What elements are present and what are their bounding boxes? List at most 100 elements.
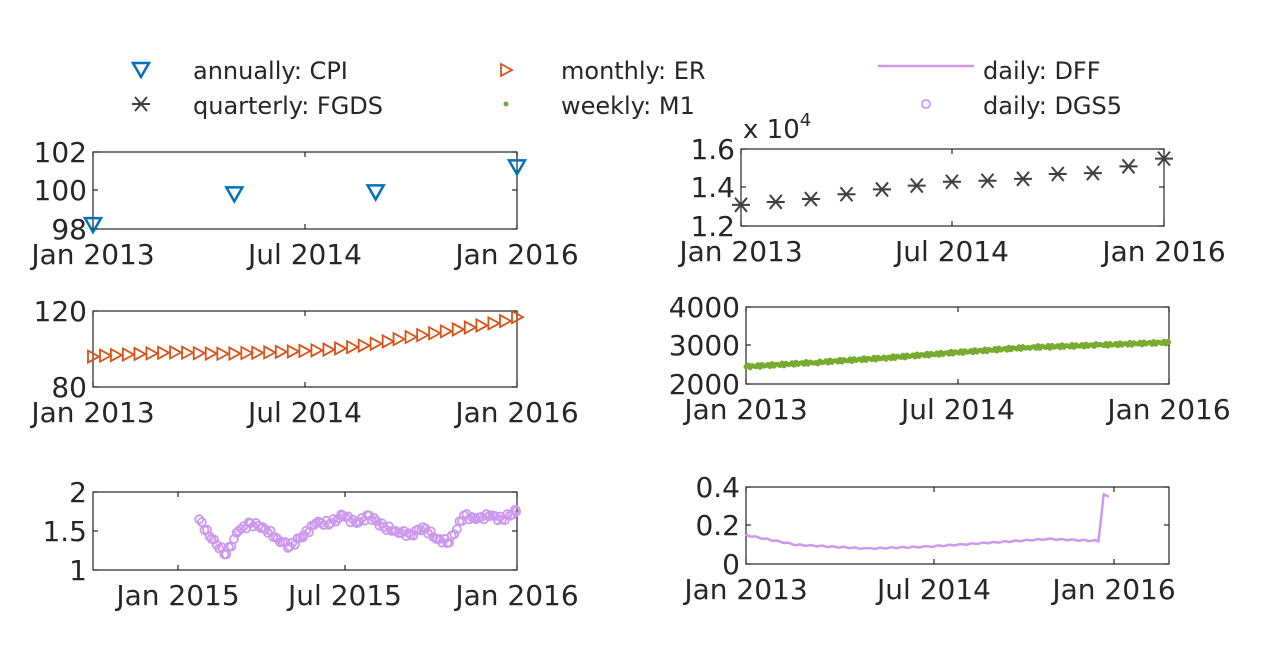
y-tick-label: 102 (34, 136, 87, 169)
x-tick-label: Jan 2013 (29, 396, 154, 429)
data-point (506, 159, 528, 177)
legend-label: monthly: ER (561, 57, 706, 85)
data-point-fill (348, 514, 359, 525)
y-tick-label: 2000 (669, 368, 740, 401)
data-point-fill (408, 530, 419, 541)
x-tick-label: Jan 2013 (677, 235, 802, 268)
data-point (766, 194, 785, 210)
x-tick-label: Jul 2014 (246, 396, 362, 429)
data-point (745, 534, 747, 536)
data-point-fill (420, 523, 431, 534)
x-tick-label: Jan 2015 (114, 579, 239, 612)
data-point (1102, 493, 1105, 496)
data-point (392, 331, 407, 347)
legend-marker (132, 96, 150, 112)
data-point-fill (952, 349, 958, 355)
chart-panel: Jan 2013 Jul 2014 Jan 2016 80 120 (29, 295, 578, 429)
data-point-fill (510, 504, 521, 515)
data-point-fill (464, 514, 474, 525)
legend-label: daily: DFF (983, 57, 1101, 85)
data-point (87, 349, 101, 365)
data-point (428, 325, 443, 341)
chart-panels: Jan 2013 Jul 2014 Jan 2016 98 100 102 Jan 2013… (29, 110, 1230, 612)
data-point-fill (811, 360, 817, 366)
data-point (795, 543, 797, 546)
data-point (866, 547, 868, 550)
x-tick-label: Jan 2016 (453, 579, 578, 612)
data-point-fill (374, 520, 385, 531)
axes-box (745, 486, 1170, 565)
data-point (511, 309, 525, 325)
legend-entry: weekly: M1 (503, 92, 695, 120)
data-point (1097, 540, 1100, 542)
data-point (228, 346, 243, 362)
data-point-fill (507, 509, 518, 520)
x-tick-label: Jul 2014 (875, 573, 991, 606)
data-point (216, 346, 231, 362)
data-point (181, 345, 195, 361)
data-point (121, 346, 136, 363)
data-point (346, 339, 360, 355)
data-point (145, 345, 160, 361)
x-tick-label: Jan 2013 (682, 393, 807, 426)
data-point-fill (219, 549, 230, 560)
data-point (109, 347, 124, 363)
data-point (1014, 171, 1032, 187)
data-point (907, 177, 926, 194)
x-tick-label: Jul 2014 (899, 393, 1015, 426)
data-point (310, 342, 325, 358)
data-point (475, 317, 490, 333)
chart-panel: Jan 2013 Jul 2014 Jan 2016 2000 3000 4000 (669, 291, 1231, 426)
y-tick-label: 4000 (669, 291, 740, 324)
legend: annually: CPI monthly: ER daily: DFF quarte… (130, 57, 1122, 120)
data-point-fill (328, 514, 339, 524)
data-point (157, 345, 171, 361)
y-tick-label: 98 (51, 213, 87, 246)
axis-exponent: x 104 (743, 110, 811, 145)
data-point-fill (209, 534, 219, 545)
data-point (263, 344, 278, 360)
legend-entry: daily: DFF (878, 57, 1101, 85)
data-point (451, 321, 466, 337)
data-point (369, 336, 384, 352)
data-point-fill (280, 537, 291, 547)
x-tick-label: Jan 2013 (29, 238, 154, 271)
legend-label: daily: DGS5 (983, 92, 1122, 120)
data-point (732, 197, 750, 213)
chart-panel: Jan 2013 Jul 2014 Jan 2016 0 0.2 0.4 (682, 471, 1175, 606)
data-point (286, 343, 301, 359)
axes-box (92, 310, 518, 388)
data-point-fill (1093, 341, 1099, 347)
data-point (987, 542, 989, 544)
x-tick-label: Jul 2014 (246, 238, 362, 271)
x-tick-label: Jan 2016 (453, 396, 578, 429)
data-point (1048, 166, 1067, 182)
y-tick-label: 1 (69, 554, 87, 587)
y-tick-label: 1.5 (42, 515, 87, 548)
legend-marker (921, 99, 931, 109)
data-point (334, 340, 348, 356)
y-tick-label: 100 (34, 174, 87, 207)
data-point (224, 186, 245, 204)
legend-entry: daily: DGS5 (921, 92, 1122, 120)
series (87, 309, 525, 365)
series (743, 338, 1172, 371)
data-point-fill (449, 529, 460, 540)
legend-marker (503, 101, 509, 107)
y-tick-label: 0 (722, 548, 740, 581)
y-tick-label: 1.6 (690, 133, 735, 166)
data-point (99, 348, 113, 364)
series (745, 493, 1110, 551)
axis-exponent-power: 4 (800, 110, 811, 131)
data-point (133, 346, 148, 362)
data-point (942, 174, 961, 190)
legend-marker (130, 61, 152, 80)
data-point (357, 338, 372, 354)
data-point (82, 216, 104, 235)
data-point (801, 191, 820, 207)
data-point (240, 345, 255, 361)
data-point (463, 320, 478, 336)
data-point-fill (478, 514, 489, 525)
legend-entry: quarterly: FGDS (132, 92, 383, 120)
